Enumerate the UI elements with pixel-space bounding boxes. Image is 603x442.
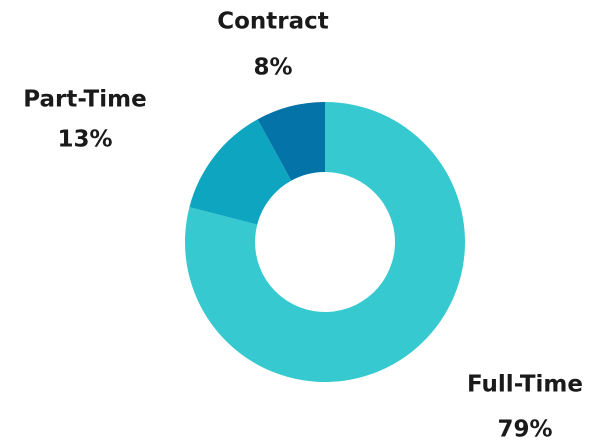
slice-label: Part-Time <box>23 87 146 113</box>
donut-slice <box>185 102 466 382</box>
slice-value-label: 79% <box>497 417 552 442</box>
slice-value-label: 13% <box>57 127 112 153</box>
slice-label: Contract <box>217 9 329 35</box>
donut-slice <box>189 119 292 225</box>
slice-label: Full-Time <box>467 372 583 398</box>
donut-slice <box>257 102 325 181</box>
slice-value-label: 8% <box>253 55 292 81</box>
